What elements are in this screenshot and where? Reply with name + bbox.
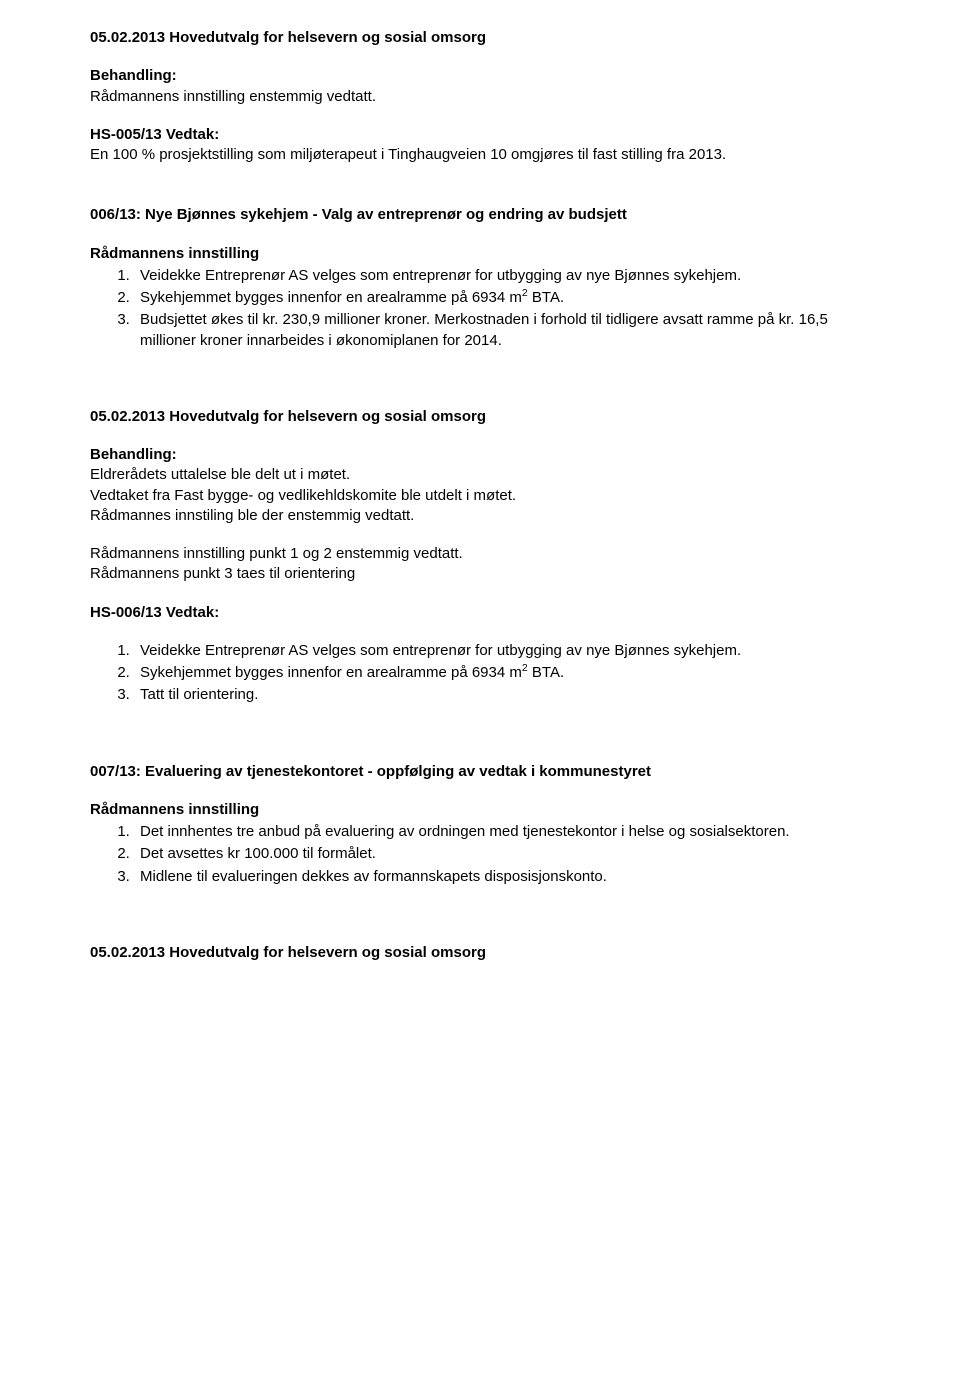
behandling-label: Behandling: [90, 66, 870, 86]
section-006-title: 006/13: Nye Bjønnes sykehjem - Valg av e… [90, 205, 870, 225]
committee-header: 05.02.2013 Hovedutvalg for helsevern og … [90, 28, 870, 48]
vedtak-005-label: HS-005/13 Vedtak: [90, 125, 870, 145]
list-item-text: Sykehjemmet bygges innenfor en arealramm… [140, 664, 522, 681]
committee-header: 05.02.2013 Hovedutvalg for helsevern og … [90, 943, 870, 963]
list-item: Veidekke Entreprenør AS velges som entre… [134, 641, 870, 661]
behandling-line: Rådmannes innstiling ble der enstemmig v… [90, 506, 870, 526]
behandling-line: Rådmannens innstilling punkt 1 og 2 enst… [90, 544, 870, 564]
innstilling-006-list: Veidekke Entreprenør AS velges som entre… [90, 266, 870, 351]
section-007-title: 007/13: Evaluering av tjenestekontoret -… [90, 762, 870, 782]
list-item: Midlene til evalueringen dekkes av forma… [134, 867, 870, 887]
list-item: Sykehjemmet bygges innenfor en arealramm… [134, 288, 870, 308]
committee-header: 05.02.2013 Hovedutvalg for helsevern og … [90, 407, 870, 427]
list-item-text: Sykehjemmet bygges innenfor en arealramm… [140, 289, 522, 306]
list-item: Sykehjemmet bygges innenfor en arealramm… [134, 663, 870, 683]
behandling-label: Behandling: [90, 445, 870, 465]
list-item: Veidekke Entreprenør AS velges som entre… [134, 266, 870, 286]
radmannens-label: Rådmannens innstilling [90, 800, 870, 820]
radmannens-label: Rådmannens innstilling [90, 244, 870, 264]
behandling-line: Rådmannens punkt 3 taes til orientering [90, 564, 870, 584]
list-item-text: BTA. [528, 664, 564, 681]
list-item-text: BTA. [528, 289, 564, 306]
behandling-line: Vedtaket fra Fast bygge- og vedlikehldsk… [90, 486, 870, 506]
vedtak-006-label: HS-006/13 Vedtak: [90, 603, 870, 623]
behandling-text: Rådmannens innstilling enstemmig vedtatt… [90, 87, 870, 107]
list-item: Budsjettet økes til kr. 230,9 millioner … [134, 310, 870, 351]
vedtak-005-text: En 100 % prosjektstilling som miljøterap… [90, 145, 870, 165]
list-item: Tatt til orientering. [134, 685, 870, 705]
behandling-line: Eldrerådets uttalelse ble delt ut i møte… [90, 465, 870, 485]
vedtak-006-list: Veidekke Entreprenør AS velges som entre… [90, 641, 870, 706]
innstilling-007-list: Det innhentes tre anbud på evaluering av… [90, 822, 870, 887]
list-item: Det avsettes kr 100.000 til formålet. [134, 844, 870, 864]
list-item: Det innhentes tre anbud på evaluering av… [134, 822, 870, 842]
document-page: 05.02.2013 Hovedutvalg for helsevern og … [0, 0, 960, 1003]
